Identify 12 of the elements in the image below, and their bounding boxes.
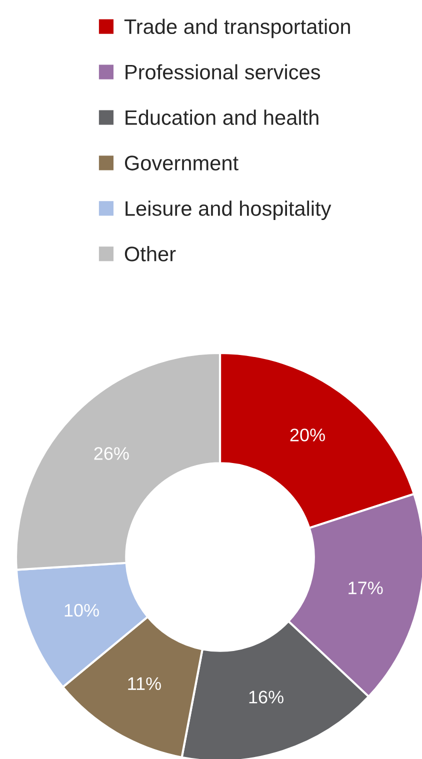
data-label: 26% (94, 447, 129, 460)
legend-label: Trade and transportation (124, 18, 350, 38)
data-label: 17% (348, 582, 383, 594)
data-label: 16% (249, 690, 284, 704)
legend-label: Professional services (126, 64, 320, 80)
legend-label: Other (124, 246, 176, 262)
data-label: 20% (290, 428, 325, 442)
legend-label: Government (124, 156, 238, 170)
legend-label: Leisure and hospitality (126, 200, 332, 220)
legend-label: Education and health (126, 110, 318, 125)
data-label: 11% (128, 677, 161, 690)
data-label: 10% (64, 604, 99, 617)
